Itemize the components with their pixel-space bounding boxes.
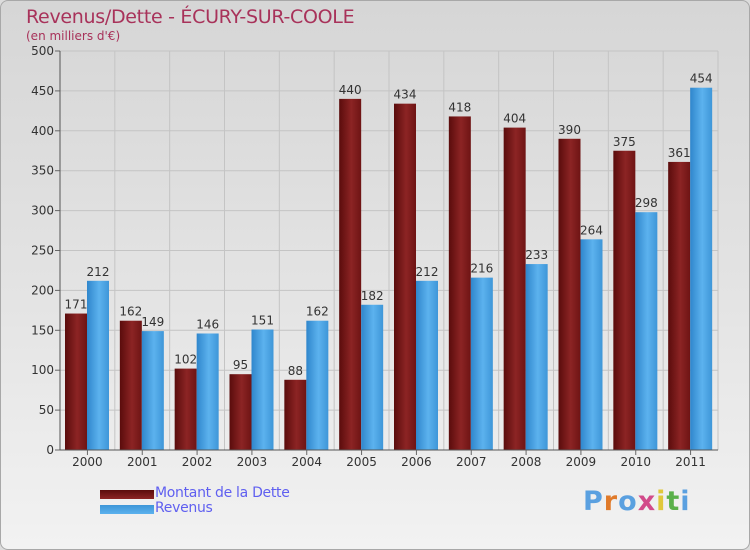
y-tick-label: 150 xyxy=(31,323,54,337)
data-label: 454 xyxy=(690,72,713,86)
x-tick-label: 2008 xyxy=(511,455,542,469)
logo-letter: r xyxy=(603,486,619,517)
bar-revenus-2010 xyxy=(635,212,658,450)
data-label: 149 xyxy=(141,315,164,329)
bar-revenus-2007 xyxy=(470,277,493,450)
bar-dette-2004 xyxy=(284,379,307,450)
data-label: 390 xyxy=(558,123,581,137)
data-label: 434 xyxy=(394,88,417,102)
data-label: 182 xyxy=(361,289,384,303)
logo-letter: i xyxy=(656,486,667,517)
y-tick-label: 450 xyxy=(31,84,54,98)
data-label: 233 xyxy=(525,248,548,262)
x-tick-label: 2001 xyxy=(127,455,158,469)
data-label: 361 xyxy=(668,146,691,160)
bar-dette-2011 xyxy=(668,161,691,450)
bar-dette-2003 xyxy=(229,374,252,450)
bar-revenus-2011 xyxy=(690,87,713,450)
data-label: 102 xyxy=(174,353,197,367)
data-label: 216 xyxy=(470,262,493,276)
bar-dette-2010 xyxy=(613,150,636,450)
x-tick-label: 2009 xyxy=(566,455,597,469)
chart-subtitle: (en milliers d'€) xyxy=(26,29,121,43)
bar-dette-2001 xyxy=(119,320,142,450)
bar-revenus-2004 xyxy=(306,320,329,450)
bar-revenus-2005 xyxy=(361,304,384,450)
y-tick-label: 300 xyxy=(31,204,54,218)
y-tick-label: 400 xyxy=(31,124,54,138)
data-label: 375 xyxy=(613,135,636,149)
data-label: 212 xyxy=(416,265,439,279)
data-label: 298 xyxy=(635,196,658,210)
data-label: 440 xyxy=(339,83,362,97)
x-tick-label: 2004 xyxy=(291,455,322,469)
y-tick-label: 100 xyxy=(31,363,54,377)
legend-label-revenus: Revenus xyxy=(155,500,213,516)
x-tick-label: 2003 xyxy=(237,455,268,469)
y-tick-label: 500 xyxy=(31,44,54,58)
x-tick-label: 2007 xyxy=(456,455,487,469)
x-tick-label: 2006 xyxy=(401,455,432,469)
chart-title: Revenus/Dette - ÉCURY-SUR-COOLE xyxy=(26,6,355,28)
data-label: 95 xyxy=(233,358,248,372)
bar-revenus-2002 xyxy=(196,333,219,450)
logo-letter: P xyxy=(583,486,604,517)
data-label: 151 xyxy=(251,314,274,328)
bar-revenus-2008 xyxy=(525,264,548,450)
bar-revenus-2000 xyxy=(87,280,109,450)
x-tick-label: 2010 xyxy=(620,455,651,469)
bar-dette-2008 xyxy=(503,127,526,450)
logo-letter: i xyxy=(680,486,691,517)
data-label: 162 xyxy=(119,305,142,319)
bar-dette-2009 xyxy=(558,138,581,450)
x-tick-label: 2002 xyxy=(182,455,213,469)
data-label: 264 xyxy=(580,223,603,237)
logo-letter: o xyxy=(618,486,638,517)
y-tick-label: 200 xyxy=(31,283,54,297)
data-label: 88 xyxy=(288,364,303,378)
legend-swatch-dette xyxy=(100,490,154,499)
proxiti-logo: Proxiti xyxy=(583,486,691,517)
bar-revenus-2006 xyxy=(416,280,438,450)
bar-dette-2005 xyxy=(339,98,362,450)
bar-revenus-2001 xyxy=(141,331,164,450)
data-label: 212 xyxy=(87,265,110,279)
bar-dette-2007 xyxy=(448,116,471,450)
data-label: 162 xyxy=(306,305,329,319)
x-tick-label: 2005 xyxy=(346,455,377,469)
bar-revenus-2003 xyxy=(251,329,274,450)
bar-dette-2002 xyxy=(174,368,197,450)
logo-letter: t xyxy=(666,486,681,517)
bar-dette-2000 xyxy=(65,313,87,450)
bar-dette-2006 xyxy=(394,103,416,450)
legend-label-dette: Montant de la Dette xyxy=(155,485,290,501)
bar-revenus-2009 xyxy=(580,239,603,450)
legend-swatch-revenus xyxy=(100,505,154,514)
data-label: 404 xyxy=(503,112,526,126)
y-tick-label: 0 xyxy=(46,443,54,457)
logo-letter: x xyxy=(637,486,657,517)
x-tick-label: 2000 xyxy=(72,455,103,469)
y-tick-label: 50 xyxy=(39,403,54,417)
x-tick-label: 2011 xyxy=(675,455,706,469)
data-label: 418 xyxy=(448,100,471,114)
data-label: 171 xyxy=(65,298,88,312)
y-tick-label: 350 xyxy=(31,164,54,178)
data-label: 146 xyxy=(196,317,219,331)
y-tick-label: 250 xyxy=(31,244,54,258)
